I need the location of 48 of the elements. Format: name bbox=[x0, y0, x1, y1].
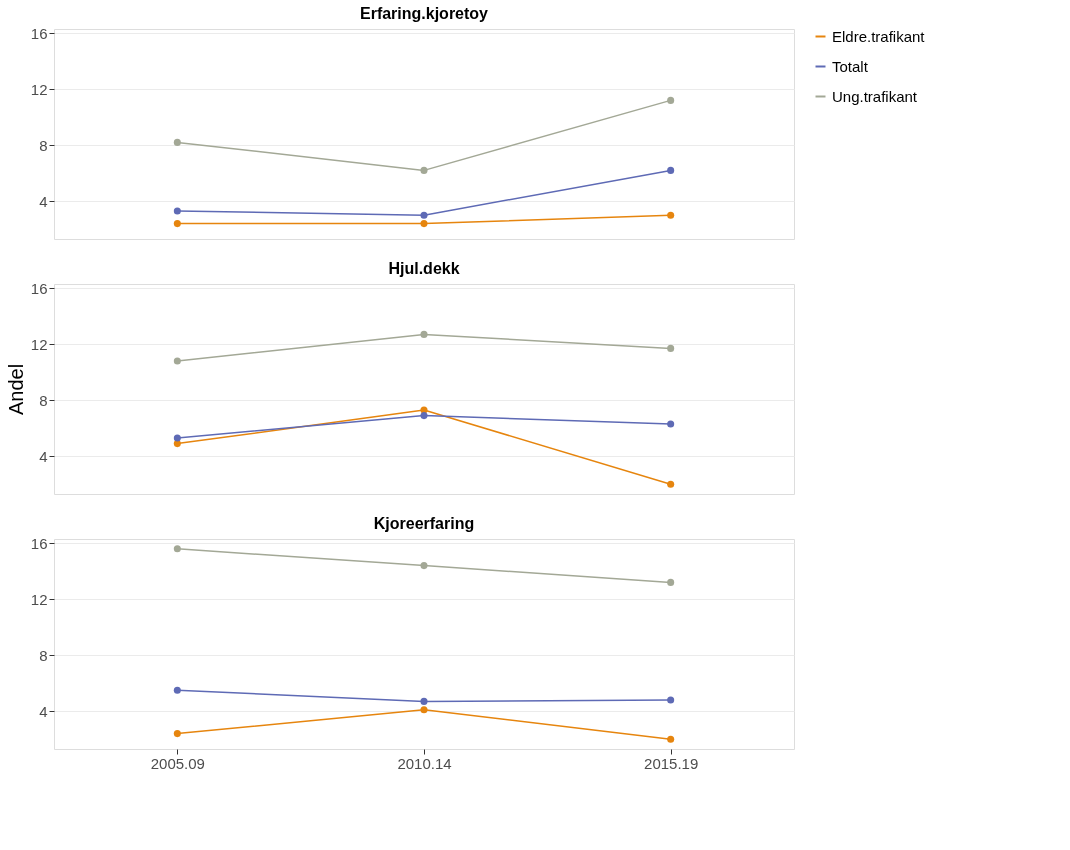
point bbox=[420, 412, 428, 420]
y-tick-label: 4 bbox=[39, 447, 48, 465]
point bbox=[667, 735, 675, 743]
point bbox=[173, 207, 181, 215]
point bbox=[173, 434, 181, 442]
point bbox=[667, 696, 675, 704]
point bbox=[420, 220, 428, 228]
point bbox=[420, 166, 428, 174]
point bbox=[420, 211, 428, 219]
legend-label: Eldre.trafikant bbox=[832, 27, 926, 45]
y-tick-label: 8 bbox=[39, 646, 48, 664]
y-axis-title: Andel bbox=[4, 363, 27, 416]
point bbox=[667, 420, 675, 428]
point bbox=[420, 697, 428, 705]
point bbox=[173, 730, 181, 738]
point bbox=[667, 96, 675, 104]
y-tick-label: 4 bbox=[39, 702, 48, 720]
y-tick-label: 16 bbox=[30, 279, 48, 297]
y-tick-label: 12 bbox=[30, 335, 48, 353]
point bbox=[173, 545, 181, 553]
point bbox=[173, 138, 181, 146]
y-tick-label: 16 bbox=[30, 24, 48, 42]
y-tick-label: 16 bbox=[30, 534, 48, 552]
legend-label: Ung.trafikant bbox=[832, 87, 918, 105]
chart-title: Kjoreerfaring bbox=[373, 515, 475, 533]
chart-title: Hjul.dekk bbox=[388, 260, 460, 278]
point bbox=[420, 330, 428, 338]
x-tick-label: 2015.19 bbox=[644, 754, 699, 772]
point bbox=[667, 211, 675, 219]
point bbox=[667, 344, 675, 352]
point bbox=[173, 357, 181, 365]
y-tick-label: 8 bbox=[39, 391, 48, 409]
x-tick-label: 2010.14 bbox=[397, 754, 452, 772]
point bbox=[173, 440, 181, 448]
point bbox=[667, 166, 675, 174]
point bbox=[420, 706, 428, 714]
chart-title: Erfaring.kjoretoy bbox=[359, 5, 489, 23]
y-tick-label: 12 bbox=[30, 590, 48, 608]
y-tick-label: 8 bbox=[39, 136, 48, 154]
point bbox=[667, 578, 675, 586]
point bbox=[173, 686, 181, 694]
point bbox=[173, 220, 181, 228]
point bbox=[420, 562, 428, 570]
x-tick-label: 2005.09 bbox=[150, 754, 205, 772]
y-tick-label: 4 bbox=[39, 192, 48, 210]
point bbox=[667, 480, 675, 488]
y-tick-label: 12 bbox=[30, 80, 48, 98]
legend-label: Totalt bbox=[832, 57, 869, 75]
